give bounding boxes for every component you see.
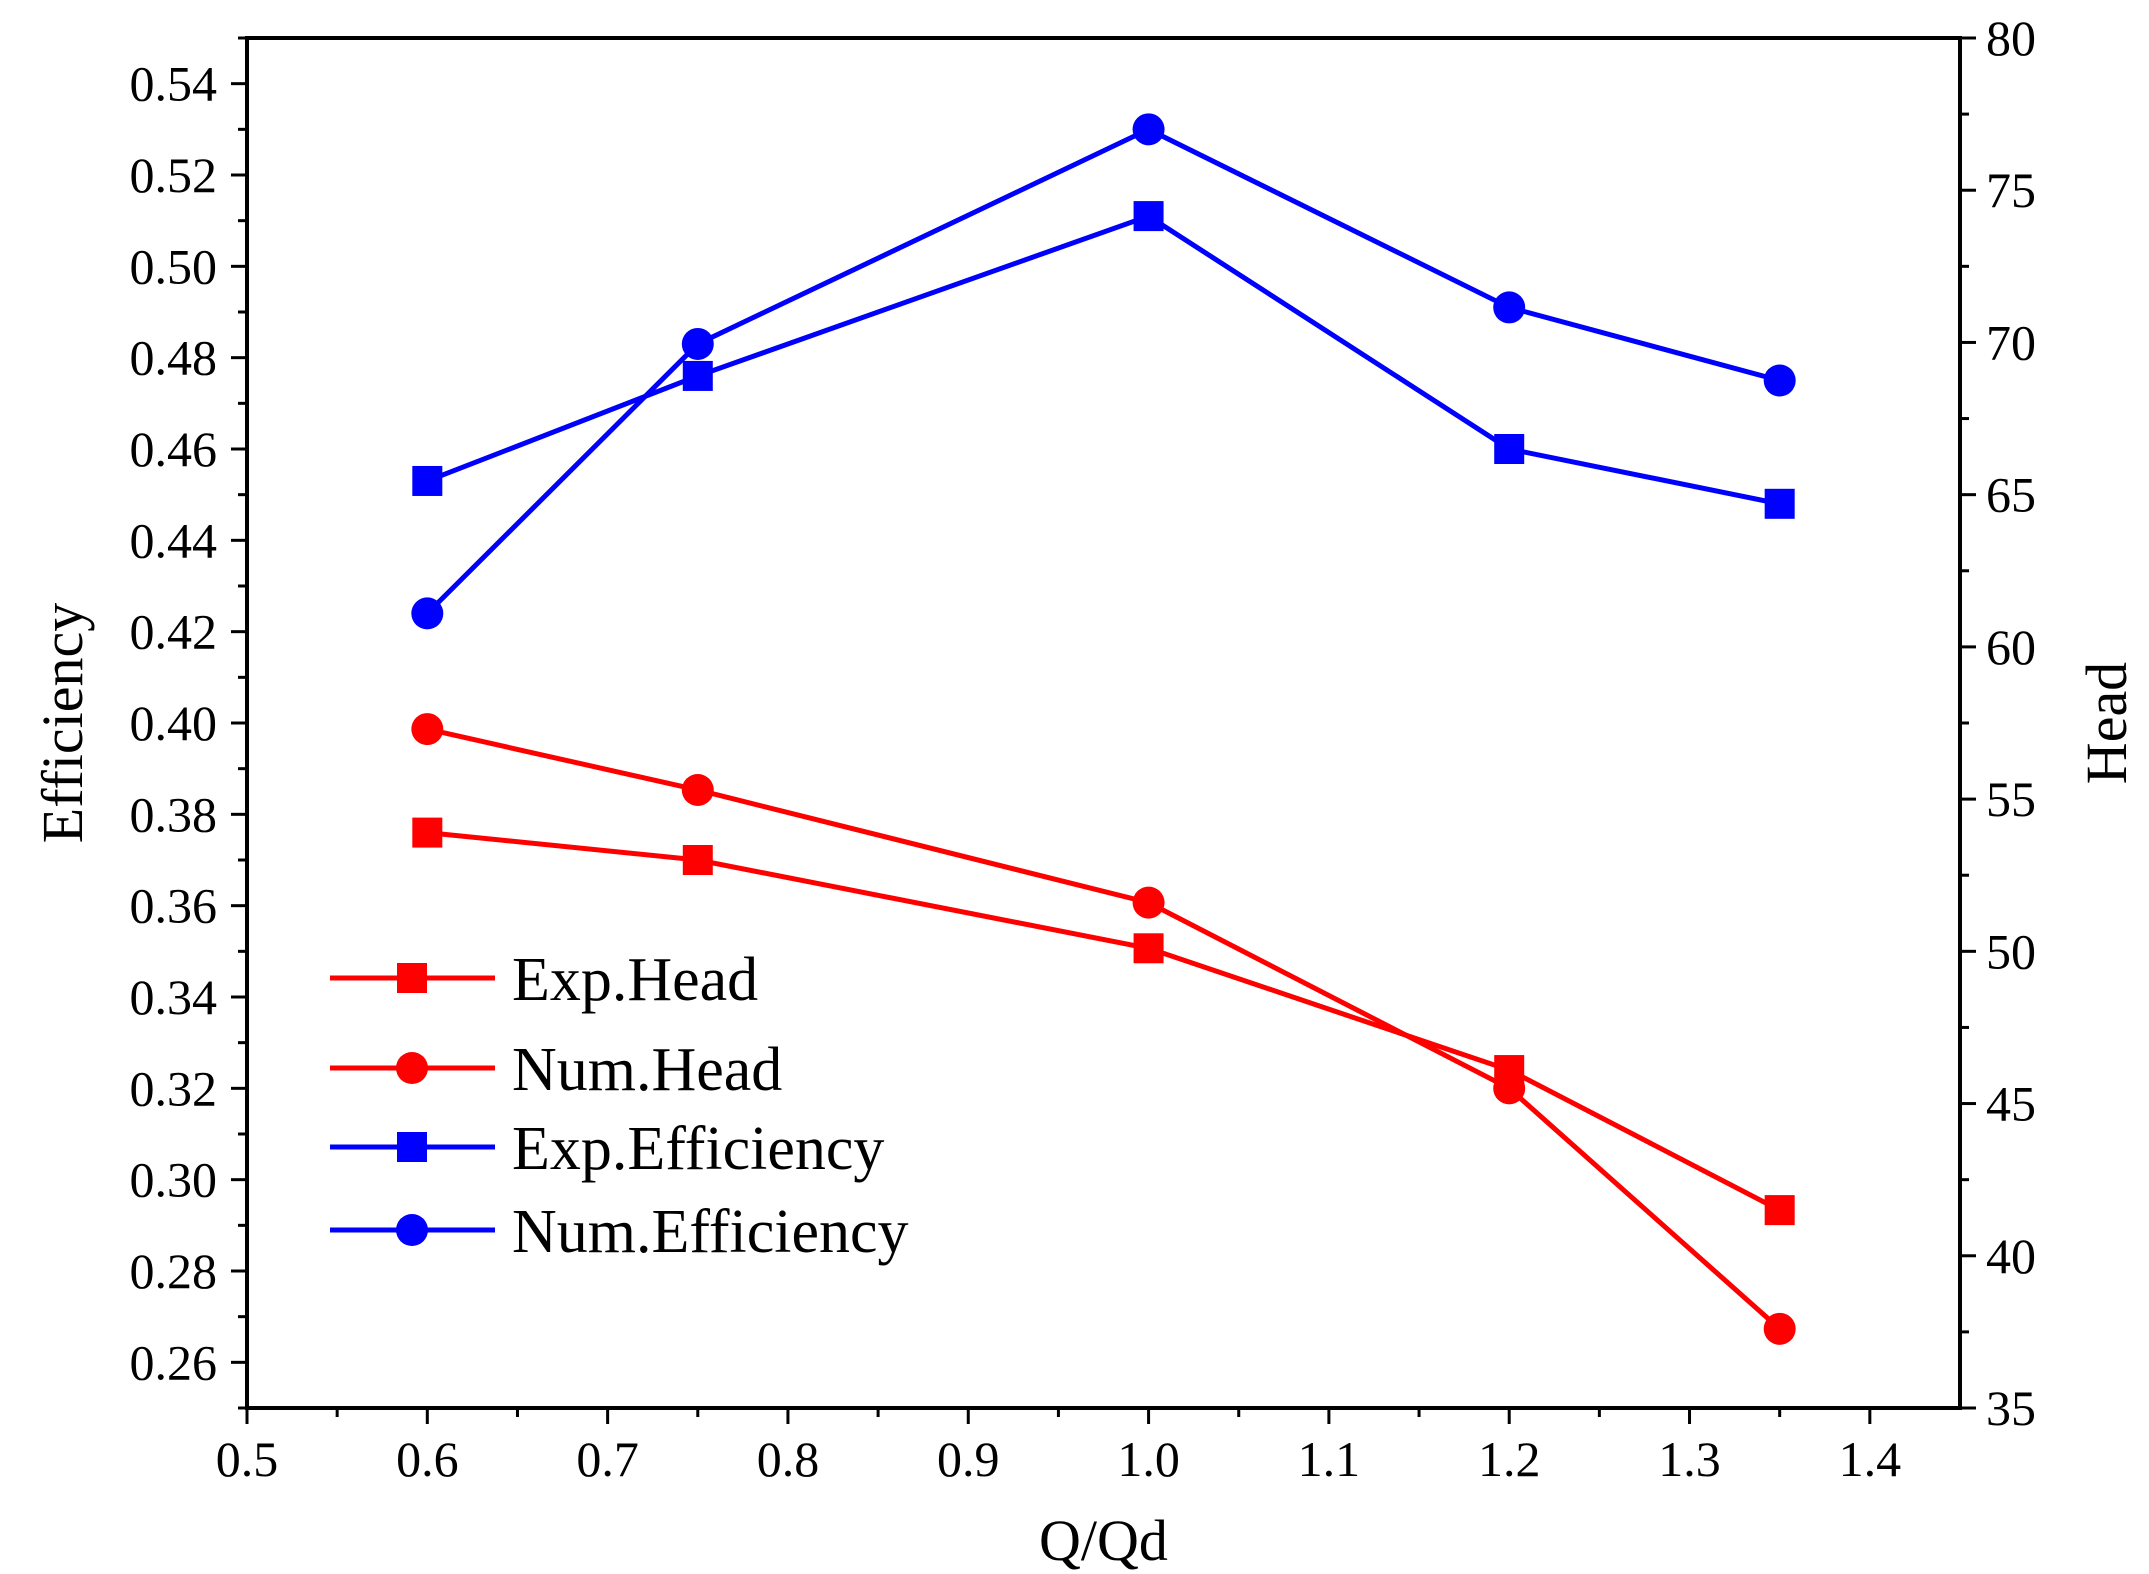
x-tick-label: 1.3 [1658, 1431, 1721, 1487]
x-tick-label: 0.6 [396, 1431, 459, 1487]
y-left-tick-label: 0.40 [130, 695, 218, 751]
exp-efficiency-point [412, 465, 443, 496]
y-left-tick-label: 0.46 [130, 421, 218, 477]
x-tick-label: 1.1 [1298, 1431, 1361, 1487]
exp-head-point [1764, 1195, 1795, 1226]
y-axis-left-title: Efficiency [30, 603, 95, 843]
legend-label-num-head: Num.Head [512, 1036, 782, 1104]
num-head-point [1132, 886, 1165, 919]
y-left-tick-label: 0.38 [130, 786, 218, 842]
x-tick-label: 1.4 [1839, 1431, 1902, 1487]
y-right-tick-label: 40 [1986, 1228, 2036, 1284]
num-efficiency-point [681, 327, 714, 360]
y-left-tick-label: 0.50 [130, 238, 218, 294]
y-left-tick-label: 0.42 [130, 604, 218, 660]
tick-labels: 0.5 0.6 0.7 0.8 0.9 1.0 1.1 1.2 1.3 1.4 0.26 0.28 0.… [130, 10, 2037, 1487]
y-right-tick-label: 70 [1986, 314, 2036, 370]
y-left-tick-label: 0.44 [130, 512, 218, 568]
y-left-tick-label: 0.26 [130, 1334, 218, 1390]
legend-swatch-marker [396, 1052, 428, 1084]
x-tick-label: 1.0 [1117, 1431, 1180, 1487]
x-tick-label: 0.9 [937, 1431, 1000, 1487]
num-efficiency-line [425, 126, 1781, 616]
x-axis-title: Q/Qd [1039, 1508, 1168, 1573]
exp-efficiency-point [1133, 201, 1164, 232]
series-layer [411, 113, 1796, 1345]
legend: Exp.Head Num.Head Exp.Efficiency Num.Effici… [330, 946, 909, 1266]
exp-efficiency-point [1764, 488, 1795, 519]
plot-frame [245, 36, 1962, 1410]
exp-efficiency-point [682, 360, 713, 391]
y-right-tick-label: 65 [1986, 467, 2036, 523]
y-left-tick-label: 0.48 [130, 330, 218, 386]
num-head-point [411, 713, 444, 746]
legend-swatch-marker [396, 1214, 428, 1246]
x-tick-label: 1.2 [1478, 1431, 1541, 1487]
num-efficiency-point [1763, 364, 1796, 397]
exp-head-point [412, 817, 443, 848]
num-head-point [1763, 1312, 1796, 1345]
num-head-point [1493, 1072, 1526, 1105]
y-right-tick-label: 60 [1986, 619, 2036, 675]
exp-efficiency-point [1494, 434, 1525, 464]
num-efficiency-point [1132, 113, 1165, 146]
y-right-tick-label: 50 [1986, 923, 2036, 979]
y-left-tick-label: 0.32 [130, 1060, 218, 1116]
y-left-tick-label: 0.28 [130, 1243, 218, 1299]
legend-swatch-marker [397, 963, 427, 993]
legend-label-exp-efficiency: Exp.Efficiency [512, 1115, 884, 1183]
exp-head-point [1133, 933, 1164, 964]
legend-label-exp-head: Exp.Head [512, 946, 758, 1014]
y-axis-right-title: Head [2074, 662, 2139, 784]
exp-efficiency-line [426, 213, 1781, 507]
y-right-tick-label: 45 [1986, 1076, 2036, 1132]
x-tick-label: 0.8 [757, 1431, 820, 1487]
exp-head-point [682, 845, 713, 875]
y-right-tick-label: 75 [1986, 162, 2036, 218]
y-left-tick-label: 0.34 [130, 969, 218, 1025]
y-right-tick-label: 55 [1986, 771, 2036, 827]
legend-swatch-marker [397, 1132, 427, 1162]
x-tick-label: 0.7 [576, 1431, 639, 1487]
y-right-tick-label: 80 [1986, 10, 2036, 66]
num-head-point [681, 773, 714, 806]
y-left-tick-label: 0.54 [130, 56, 218, 112]
y-left-tick-label: 0.52 [130, 147, 218, 203]
y-right-tick-label: 35 [1986, 1380, 2036, 1436]
legend-label-num-efficiency: Num.Efficiency [512, 1198, 909, 1266]
y-left-tick-label: 0.36 [130, 878, 218, 934]
num-efficiency-point [411, 597, 444, 630]
num-efficiency-point [1493, 291, 1526, 324]
y-left-tick-label: 0.30 [130, 1152, 218, 1208]
axis-ticks [231, 36, 1976, 1424]
x-tick-label: 0.5 [216, 1431, 279, 1487]
